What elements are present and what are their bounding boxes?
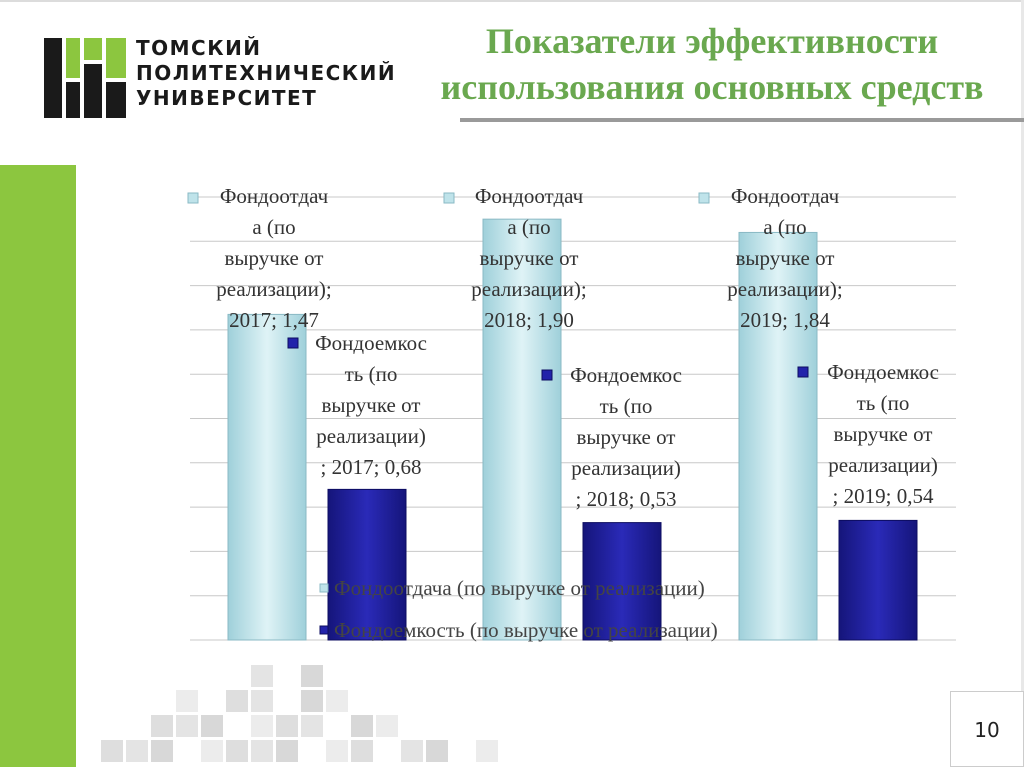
deco-square: [276, 715, 298, 737]
data-label-line: 2018; 1,90: [484, 308, 574, 332]
right-border: [1021, 0, 1024, 767]
data-label-line: ; 2018; 0,53: [576, 487, 677, 511]
data-label-line: а (по: [763, 215, 806, 239]
data-label-marker-0: [187, 192, 199, 204]
logo-line-2: ПОЛИТЕХНИЧЕСКИЙ: [136, 61, 397, 85]
data-label-line: Фондоемкос: [827, 360, 939, 384]
bar-fondoemkost-2017: [327, 488, 407, 641]
data-label-line: выручке от: [480, 246, 579, 270]
deco-square: [151, 740, 173, 762]
data-label-marker-1: [443, 192, 455, 204]
deco-square: [201, 715, 223, 737]
chart-data-labels: Фондоотдач а (по выручке от реализации); 201…: [187, 184, 939, 511]
data-label-line: выручке от: [736, 246, 835, 270]
bar-fondootdacha-2018: [482, 218, 562, 641]
deco-square: [476, 740, 498, 762]
deco-square: [176, 715, 198, 737]
deco-square: [301, 690, 323, 712]
data-label-line: выручке от: [577, 425, 676, 449]
data-label-line: Фондоотдач: [731, 184, 840, 208]
university-logo-icon: [44, 38, 126, 118]
deco-square: [251, 715, 273, 737]
data-label-line: реализации);: [216, 277, 331, 301]
data-label-line: ть (по: [345, 362, 398, 386]
efficiency-bar-chart: Фондоотдача (по выручке от реализации)Фо…: [187, 184, 956, 642]
deco-square: [126, 740, 148, 762]
bar-fondoemkost-2019: [838, 519, 918, 641]
data-label-line: реализации);: [727, 277, 842, 301]
data-label-line: Фондоотдач: [220, 184, 329, 208]
deco-square: [251, 665, 273, 687]
slide-title: Показатели эффективности использования о…: [402, 18, 1022, 110]
deco-square: [426, 740, 448, 762]
decorative-squares: [101, 665, 498, 762]
legend-label-0: Фондоотдача (по выручке от реализации): [334, 576, 705, 600]
title-line-1: Показатели эффективности: [485, 21, 939, 61]
chart-bars: [227, 218, 918, 641]
university-name: ТОМСКИЙ ПОЛИТЕХНИЧЕСКИЙ УНИВЕРСИТЕТ: [136, 36, 396, 111]
data-label-line: 2017; 1,47: [229, 308, 319, 332]
deco-square: [201, 740, 223, 762]
data-label-line: Фондоотдач: [475, 184, 584, 208]
data-label-2: Фондоотдач а (по выручке от реализации); 201…: [727, 184, 842, 332]
data-label-0: Фондоотдач а (по выручке от реализации); 201…: [216, 184, 331, 332]
data-label-marker-4: [541, 369, 553, 381]
data-label-line: ; 2019; 0,54: [833, 484, 934, 508]
data-label-line: Фондоемкос: [315, 331, 427, 355]
data-label-4: Фондоемкос ть (по выручке от реализации) ; 2…: [570, 363, 682, 511]
data-label-line: выручке от: [834, 422, 933, 446]
data-label-line: реализации);: [471, 277, 586, 301]
deco-square: [351, 740, 373, 762]
data-label-line: реализации): [828, 453, 938, 477]
data-label-marker-2: [698, 192, 710, 204]
logo-line-3: УНИВЕРСИТЕТ: [136, 86, 318, 110]
deco-square: [251, 740, 273, 762]
title-underline: [460, 118, 1024, 122]
deco-square: [151, 715, 173, 737]
data-label-line: реализации): [571, 456, 681, 480]
logo-line-1: ТОМСКИЙ: [136, 36, 262, 60]
deco-square: [101, 740, 123, 762]
data-label-5: Фондоемкос ть (по выручке от реализации) ; 2…: [827, 360, 939, 508]
deco-square: [351, 715, 373, 737]
deco-square: [226, 740, 248, 762]
header-area: [0, 0, 1024, 165]
deco-square: [251, 690, 273, 712]
title-line-2: использования основных средств: [440, 67, 984, 107]
data-label-3: Фондоемкос ть (по выручке от реализации) ; 2…: [315, 331, 427, 479]
chart-legend: Фондоотдача (по выручке от реализации) Фо…: [319, 576, 718, 642]
data-label-1: Фондоотдач а (по выручке от реализации); 201…: [471, 184, 586, 332]
deco-square: [276, 740, 298, 762]
legend-marker-1: [319, 625, 329, 635]
bar-fondoemkost-2018: [582, 522, 662, 641]
data-label-marker-3: [287, 337, 299, 349]
bar-fondootdacha-2019: [738, 231, 818, 641]
deco-square: [326, 690, 348, 712]
deco-square: [401, 740, 423, 762]
deco-square: [376, 715, 398, 737]
data-label-line: а (по: [252, 215, 295, 239]
legend-marker-0: [319, 583, 329, 593]
legend-label-1: Фондоемкость (по выручке от реализации): [334, 618, 718, 642]
data-label-line: ть (по: [857, 391, 910, 415]
data-label-marker-5: [797, 366, 809, 378]
bar-fondootdacha-2017: [227, 313, 307, 641]
data-label-line: выручке от: [322, 393, 421, 417]
data-label-line: ; 2017; 0,68: [321, 455, 422, 479]
deco-square: [301, 665, 323, 687]
green-side-bar: [0, 165, 76, 767]
deco-square: [176, 690, 198, 712]
data-label-line: а (по: [507, 215, 550, 239]
data-label-line: реализации): [316, 424, 426, 448]
chart-grid: [190, 196, 956, 641]
deco-square: [226, 690, 248, 712]
data-label-line: выручке от: [225, 246, 324, 270]
deco-square: [326, 740, 348, 762]
data-label-line: Фондоемкос: [570, 363, 682, 387]
top-divider: [0, 0, 1024, 2]
page-number: 10: [974, 718, 1000, 742]
data-label-line: ть (по: [600, 394, 653, 418]
deco-square: [301, 715, 323, 737]
data-label-line: 2019; 1,84: [740, 308, 830, 332]
